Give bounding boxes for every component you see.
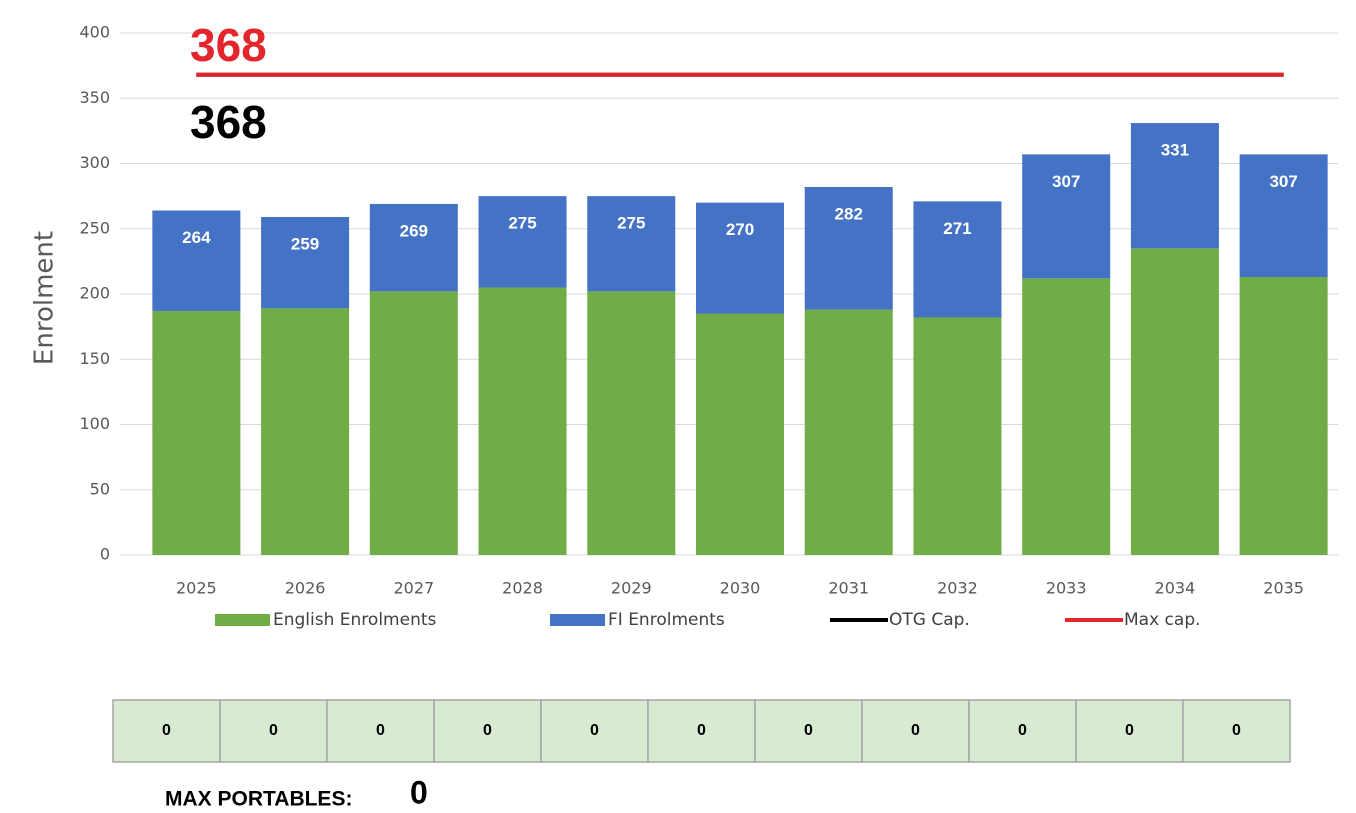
x-tick-label: 2035	[1263, 579, 1304, 598]
y-tick-label: 200	[79, 284, 110, 303]
total-label: 307	[1052, 172, 1080, 191]
y-tick-label: 50	[90, 479, 110, 498]
bar-segment	[696, 202, 784, 314]
bar-segment	[696, 313, 784, 555]
y-tick-label: 350	[79, 88, 110, 107]
total-label: 275	[617, 214, 645, 233]
y-tick-label: 150	[79, 349, 110, 368]
y-tick-label: 0	[100, 545, 110, 564]
bar-segment	[1022, 278, 1111, 555]
table-cell	[112, 699, 221, 763]
bar-segment	[1239, 154, 1328, 278]
x-tick-label: 2033	[1046, 579, 1087, 598]
table-cell	[326, 699, 435, 763]
bar-segment	[1239, 277, 1328, 555]
bar-segment	[478, 196, 567, 288]
bar-segment	[804, 309, 893, 555]
total-label: 282	[835, 204, 863, 223]
x-tick-label: 2032	[937, 579, 978, 598]
bar-segment	[478, 287, 567, 555]
x-tick-label: 2030	[720, 579, 761, 598]
y-tick-label: 300	[79, 153, 110, 172]
table-cell	[754, 699, 863, 763]
bar-segment	[1130, 123, 1219, 249]
x-tick-label: 2027	[393, 579, 434, 598]
x-tick-label: 2034	[1155, 579, 1196, 598]
legend-label: English Enrolments	[273, 610, 437, 630]
x-tick-label: 2031	[828, 579, 869, 598]
table-cell-text: 0	[590, 722, 599, 739]
x-tick-label: 2028	[502, 579, 543, 598]
otg-cap-label: 368	[190, 96, 267, 148]
bar-segment	[913, 317, 1002, 555]
bar-segment	[587, 291, 676, 555]
total-label: 264	[182, 228, 211, 247]
bar-segment	[1130, 248, 1219, 555]
table-cell	[540, 699, 649, 763]
table-cell-text: 0	[697, 722, 706, 739]
y-tick-label: 400	[79, 23, 110, 42]
bar-segment	[913, 201, 1002, 318]
table-cell-text: 0	[162, 722, 171, 739]
total-label: 275	[508, 214, 536, 233]
legend-label: FI Enrolments	[608, 610, 725, 630]
bar-segment	[1022, 154, 1111, 279]
y-tick-label: 100	[79, 414, 110, 433]
table-cell-text: 0	[1018, 722, 1027, 739]
legend-swatch	[215, 614, 270, 626]
bar-segment	[369, 291, 458, 555]
legend-label: OTG Cap.	[889, 610, 970, 630]
table-cell-text: 0	[911, 722, 920, 739]
bar-segment	[261, 308, 350, 555]
bar-segment	[587, 196, 676, 292]
table-cell-text: 0	[269, 722, 278, 739]
bar-segment	[369, 203, 458, 292]
total-label: 270	[726, 220, 754, 239]
table-cell	[1182, 699, 1291, 763]
table-cell	[968, 699, 1077, 763]
total-label: 307	[1269, 172, 1297, 191]
max-cap-label: 368	[190, 19, 267, 71]
table-cell-text: 0	[1125, 722, 1134, 739]
y-tick-label: 250	[79, 218, 110, 237]
table-cell-text: 0	[1232, 722, 1241, 739]
table-cell-text: 0	[483, 722, 492, 739]
x-tick-label: 2026	[285, 579, 326, 598]
bar-segment	[152, 210, 241, 311]
total-label: 331	[1161, 141, 1189, 160]
bar-segment	[152, 310, 241, 555]
max-portables-value: 0	[410, 774, 428, 810]
legend-swatch	[550, 614, 605, 626]
bar-segment	[804, 186, 893, 310]
total-label: 259	[291, 234, 319, 253]
x-tick-label: 2029	[611, 579, 652, 598]
bar-segment	[261, 217, 350, 309]
total-label: 271	[943, 219, 971, 238]
legend-label: Max cap.	[1124, 610, 1201, 630]
max-portables-label: MAX PORTABLES:	[165, 788, 352, 811]
table-cell	[1075, 699, 1184, 763]
total-label: 269	[400, 221, 428, 240]
x-tick-label: 2025	[176, 579, 217, 598]
y-axis-label: Enrolment	[30, 231, 60, 365]
table-cell-text: 0	[376, 722, 385, 739]
table-cell-text: 0	[804, 722, 813, 739]
